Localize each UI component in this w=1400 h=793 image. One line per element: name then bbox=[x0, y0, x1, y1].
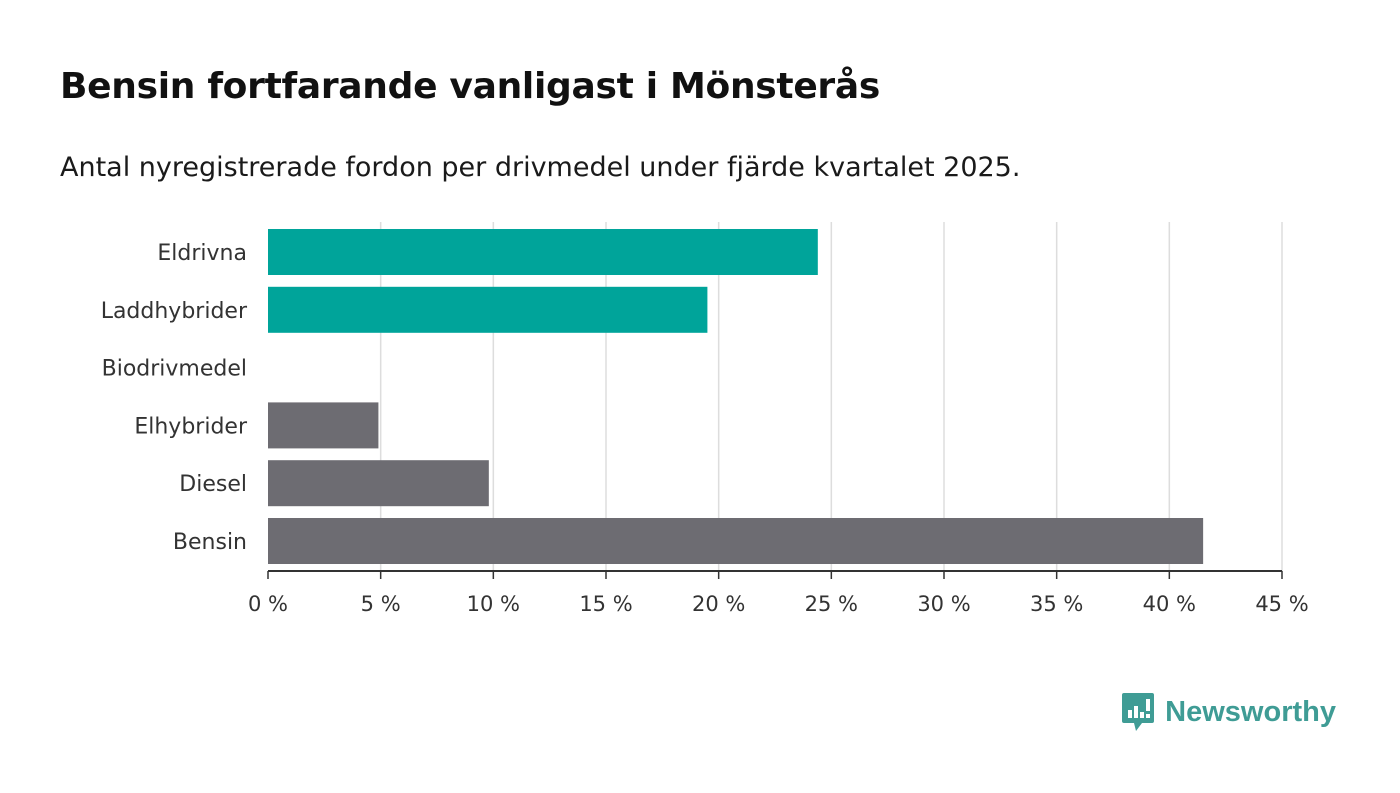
category-labels: Eldrivna Laddhybrider Biodrivmedel Elhybrid… bbox=[101, 241, 248, 555]
x-tick-label: 25 % bbox=[805, 592, 858, 616]
x-tick-label: 35 % bbox=[1030, 592, 1083, 616]
category-label: Laddhybrider bbox=[101, 299, 248, 324]
chart-title: Bensin fortfarande vanligast i Mönsterås bbox=[60, 66, 881, 107]
x-tick-label: 10 % bbox=[467, 592, 520, 616]
category-label: Biodrivmedel bbox=[102, 357, 247, 382]
bars bbox=[268, 229, 1204, 564]
bar-elhybrider bbox=[268, 402, 379, 449]
category-label: Diesel bbox=[179, 472, 247, 497]
bar-bensin bbox=[268, 518, 1204, 564]
category-label: Bensin bbox=[173, 530, 247, 555]
brand-name: Newsworthy bbox=[1165, 695, 1336, 728]
gridlines bbox=[379, 222, 1283, 571]
x-tick-label: 0 % bbox=[248, 592, 288, 616]
x-tick-label: 30 % bbox=[917, 592, 970, 616]
newsworthy-logo-icon bbox=[1122, 693, 1155, 731]
bar-diesel bbox=[268, 460, 489, 507]
x-tick-label: 20 % bbox=[692, 592, 745, 616]
category-label: Elhybrider bbox=[134, 414, 248, 439]
chart-subtitle: Antal nyregistrerade fordon per drivmede… bbox=[60, 152, 1021, 183]
x-tick-label: 45 % bbox=[1255, 592, 1308, 616]
x-axis: 0 % 5 % 10 % 15 % 20 % 25 % 30 % 35 % 40 % 45 % bbox=[248, 570, 1309, 616]
brand-logo: Newsworthy bbox=[1121, 692, 1336, 732]
bar-eldrivna bbox=[268, 229, 818, 275]
x-tick-label: 15 % bbox=[579, 592, 632, 616]
x-tick-label: 40 % bbox=[1143, 592, 1196, 616]
category-label: Eldrivna bbox=[157, 241, 247, 266]
x-tick-label: 5 % bbox=[361, 592, 401, 616]
bar-laddhybrider bbox=[268, 286, 708, 333]
